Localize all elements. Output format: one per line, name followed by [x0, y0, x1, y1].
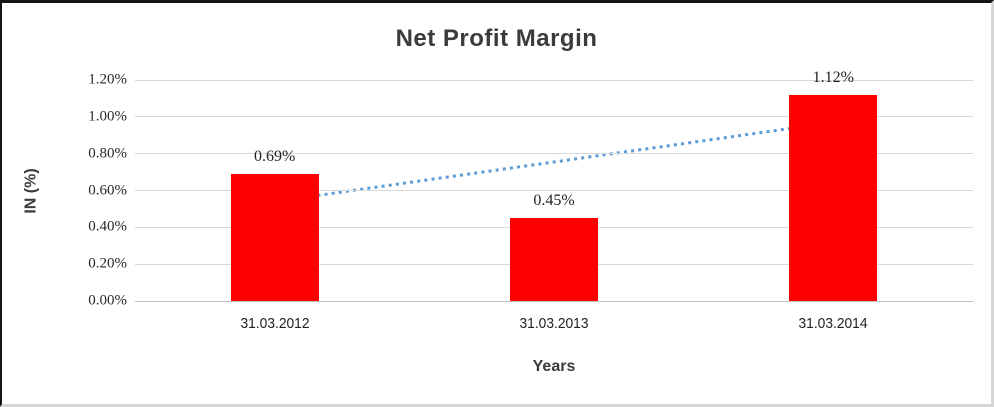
y-axis-tick-label: 0.20% [88, 255, 127, 272]
gridline [135, 116, 973, 118]
y-axis-title: IN (%) [20, 80, 44, 301]
y-axis-title-text: IN (%) [23, 167, 41, 214]
bar-31.03.2013 [510, 218, 598, 301]
data-label: 0.45% [533, 192, 575, 210]
gridline [135, 79, 973, 81]
y-axis-tick-label: 0.40% [88, 218, 127, 235]
x-axis-tick-label: 31.03.2013 [519, 315, 589, 332]
gridline [135, 153, 973, 155]
x-axis-title: Years [532, 358, 576, 375]
y-axis-tick-label: 0.00% [88, 292, 127, 309]
plot-area: 0.00% 0.20% 0.40% 0.60% 0.80% 1.00% 1.20% 0.69%… [88, 69, 973, 332]
bar-31.03.2012 [230, 173, 319, 301]
data-label: 1.12% [812, 68, 854, 86]
y-axis-tick-label: 0.60% [88, 182, 127, 198]
gridline [135, 190, 973, 191]
bar-31.03.2014 [789, 94, 878, 301]
x-axis-tick-label: 31.03.2014 [798, 315, 868, 332]
x-axis-tick-label: 31.03.2012 [240, 315, 310, 332]
y-axis-tick-label: 1.20% [88, 71, 127, 88]
gridline [135, 300, 973, 302]
y-axis-tick-label: 1.00% [88, 108, 127, 125]
data-label: 0.69% [253, 147, 296, 165]
y-axis-tick-label: 0.80% [88, 145, 127, 162]
chart-title: Net Profit Margin [395, 25, 598, 52]
